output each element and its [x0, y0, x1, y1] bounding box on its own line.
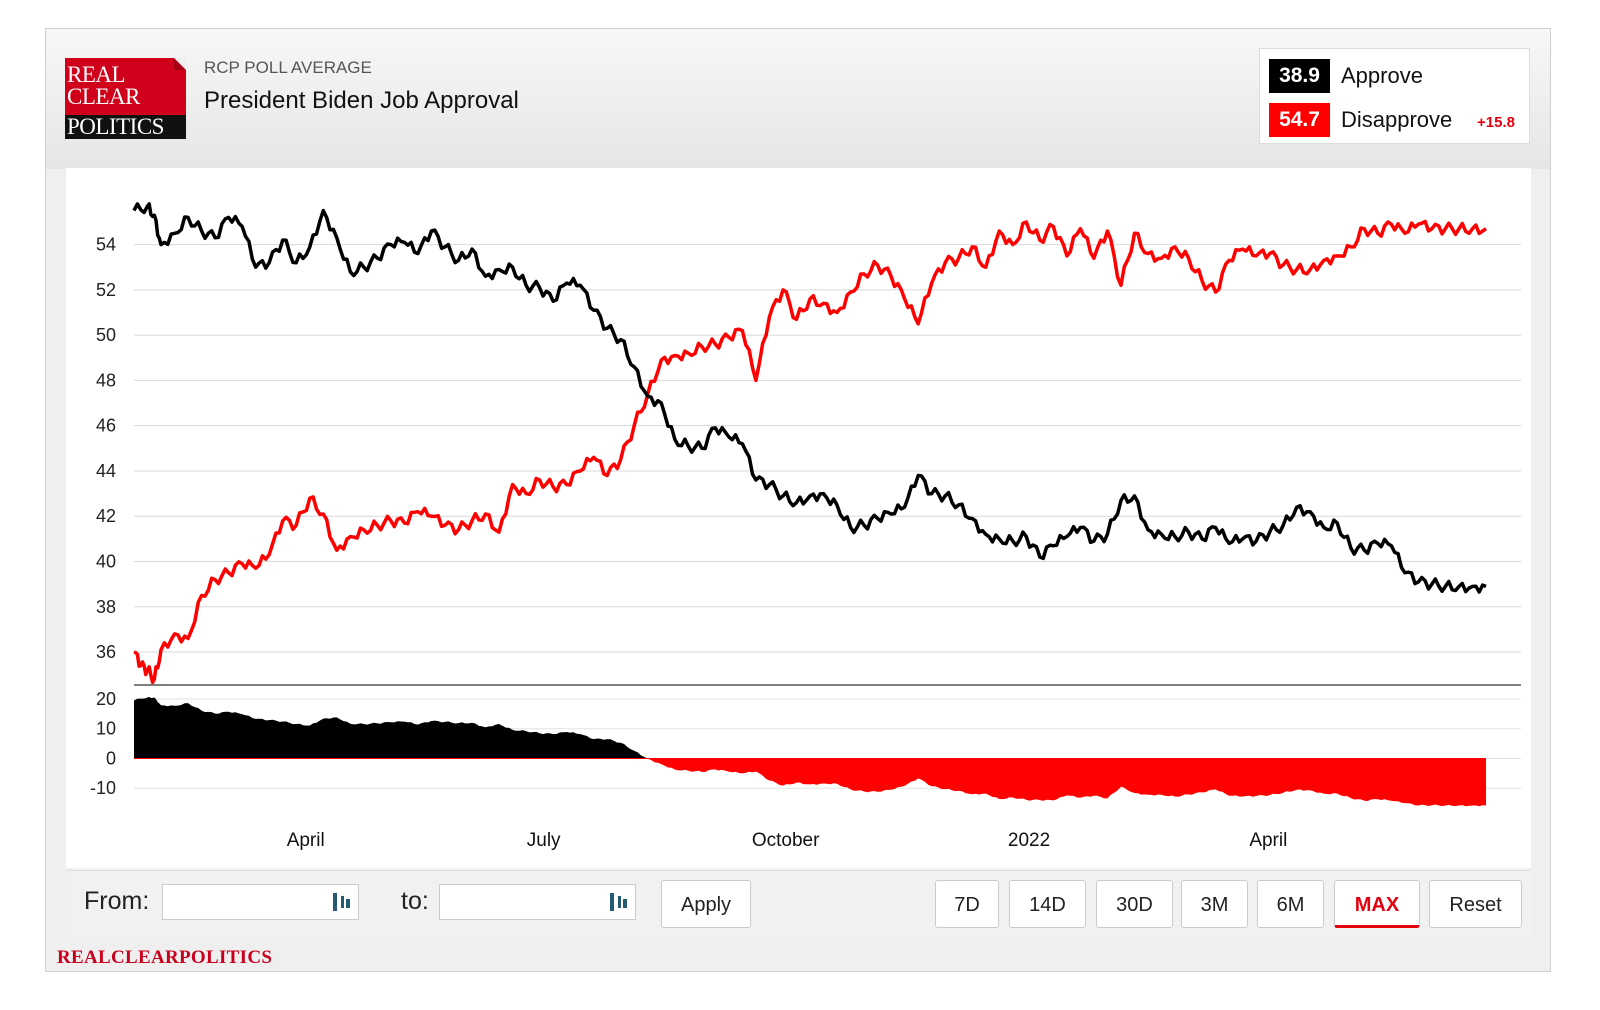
- spread-negative-area: [134, 758, 1486, 807]
- legend-box: 38.9 Approve 54.7 Disapprove +15.8: [1259, 48, 1530, 144]
- range-7d-button[interactable]: 7D: [935, 880, 999, 928]
- range-30d-button[interactable]: 30D: [1096, 880, 1173, 928]
- disapprove-label: Disapprove: [1341, 107, 1453, 132]
- range-6m-button[interactable]: 6M: [1257, 880, 1324, 928]
- logo-line-clear: CLEAR: [67, 84, 140, 109]
- range-3m-button[interactable]: 3M: [1181, 880, 1248, 928]
- disapprove-series-line: [133, 219, 1488, 685]
- y-tick-label: 46: [96, 416, 116, 436]
- poll-widget: REAL CLEAR POLITICS RCP POLL AVERAGE Pre…: [45, 28, 1551, 972]
- spread-tick-label: 20: [96, 689, 116, 709]
- to-label: to:: [401, 887, 429, 915]
- y-tick-label: 54: [96, 235, 116, 255]
- x-tick-label: April: [287, 830, 325, 851]
- logo-politics-band: POLITICS: [65, 115, 186, 139]
- date-controls: From: to: Apply 7D 14D 30D 3M 6M MAX Res…: [66, 870, 1531, 937]
- y-tick-label: 50: [96, 325, 116, 345]
- widget-header: REAL CLEAR POLITICS RCP POLL AVERAGE Pre…: [46, 29, 1550, 169]
- to-date-input[interactable]: [439, 884, 636, 920]
- rcp-logo[interactable]: REAL CLEAR POLITICS: [65, 58, 186, 139]
- spread-tick-label: 10: [96, 719, 116, 739]
- x-tick-label: October: [752, 830, 820, 851]
- chart-title: President Biden Job Approval: [204, 87, 519, 114]
- reset-button[interactable]: Reset: [1429, 880, 1522, 928]
- y-tick-label: 38: [96, 597, 116, 617]
- approve-series-line: [132, 202, 1487, 594]
- range-max-button[interactable]: MAX: [1334, 880, 1420, 928]
- spread-tick-label: -10: [90, 778, 116, 798]
- y-tick-label: 40: [96, 552, 116, 572]
- y-tick-label: 44: [96, 461, 116, 481]
- spread-tick-label: 0: [106, 748, 116, 768]
- chart-svg: 36 38 40 42 44 46 48 50 52 54 20 10 0 -10 April July Oct…: [66, 168, 1521, 851]
- x-tick-label: April: [1249, 830, 1287, 851]
- spread-positive-area: [134, 696, 1486, 759]
- footer-brand[interactable]: REALCLEARPOLITICS: [57, 947, 273, 968]
- y-tick-label: 36: [96, 642, 116, 662]
- logo-line-real: REAL: [67, 62, 126, 87]
- approve-value: 38.9: [1269, 59, 1330, 93]
- disapprove-value: 54.7: [1269, 103, 1330, 137]
- y-tick-label: 48: [96, 370, 116, 390]
- x-tick-label: July: [527, 830, 561, 851]
- spread-value: +15.8: [1477, 114, 1515, 131]
- logo-fold: [174, 58, 186, 70]
- y-tick-label: 52: [96, 280, 116, 300]
- logo-line-politics: POLITICS: [67, 114, 164, 139]
- calendar-icon[interactable]: [332, 892, 352, 912]
- chart-kicker: RCP POLL AVERAGE: [204, 58, 372, 77]
- range-14d-button[interactable]: 14D: [1009, 880, 1086, 928]
- calendar-icon[interactable]: [609, 892, 629, 912]
- from-label: From:: [84, 887, 150, 915]
- y-axis-strip: [66, 168, 134, 836]
- apply-button[interactable]: Apply: [661, 880, 751, 928]
- x-tick-label: 2022: [1008, 830, 1050, 851]
- approve-label: Approve: [1341, 63, 1423, 88]
- chart-area: 36 38 40 42 44 46 48 50 52 54 20 10 0 -10 April July Oct…: [66, 168, 1531, 868]
- y-tick-label: 42: [96, 506, 116, 526]
- from-date-input[interactable]: [162, 884, 359, 920]
